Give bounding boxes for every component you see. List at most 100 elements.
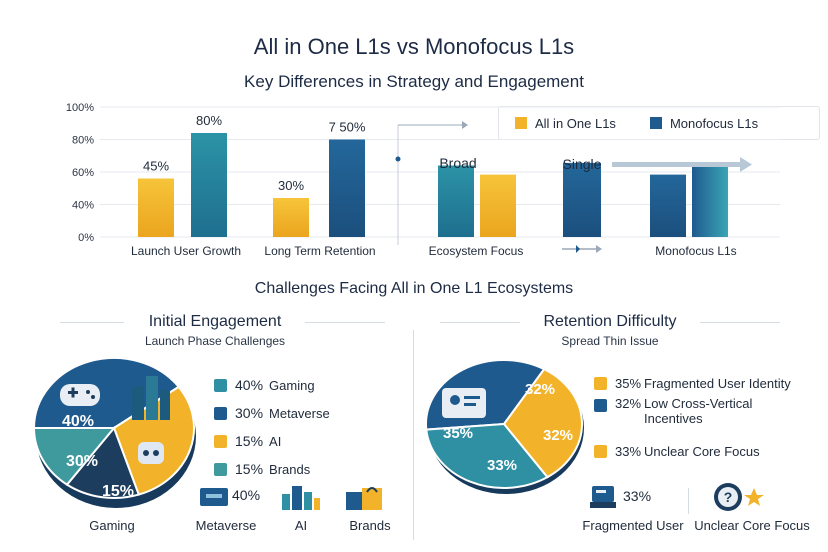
data-labels: 45% 80% 30% 7 50% Broad Single (143, 113, 602, 193)
annotation-broad: Broad (439, 155, 476, 171)
left-panel-title: Initial Engagement (148, 313, 282, 330)
legend-pct: 15% (235, 433, 264, 449)
page-title: All in One L1s vs Monofocus L1s (253, 34, 575, 59)
slice-label: 32% (525, 381, 555, 398)
pie-chart-initial: 40% 30%15% (32, 357, 196, 508)
data-label: 80% (196, 113, 222, 128)
legend-swatch (214, 378, 227, 392)
data-label: 7 50% (329, 120, 366, 135)
slice-label: 40% (62, 413, 94, 430)
slice-label: 15% (102, 483, 134, 500)
city-icon (132, 376, 170, 420)
legend-swatch (214, 462, 227, 476)
legend-pct: 15% (235, 461, 264, 477)
caption-gaming: Gaming (89, 518, 135, 533)
slice-label: 33% (487, 457, 517, 474)
id-card-icon (442, 388, 486, 418)
y-tick-label: 100% (66, 102, 94, 114)
caption-metaverse: Metaverse (195, 518, 257, 533)
question-star-icon: ? (714, 483, 764, 511)
annotation-single: Single (563, 156, 602, 172)
legend-pct: 40% (235, 377, 264, 393)
pie-slice-gaming (32, 357, 181, 429)
legend-label: Unclear Core Focus (644, 443, 760, 459)
pie-chart-retention: 35% 32% 32% 33% (425, 359, 584, 494)
y-tick-label: 40% (72, 200, 94, 212)
x-tick-label: Monofocus L1s (655, 244, 736, 258)
y-tick-label: 80% (72, 135, 94, 147)
divider (688, 488, 689, 514)
chart-legend: All in One L1s Monofocus L1s (498, 106, 820, 140)
arrow-small-head-icon (596, 245, 602, 253)
legend-item: 35% Fragmented User Identity (594, 370, 794, 396)
divider (60, 322, 124, 323)
monitor-icon (200, 488, 228, 506)
bars (138, 133, 728, 237)
arrow-long-icon (612, 162, 742, 167)
legend-pct: 32% (615, 396, 642, 411)
section-title: Challenges Facing All in One L1 Ecosyste… (254, 280, 574, 297)
legend-label: AI (269, 433, 282, 449)
bar-launch-user-growth (138, 178, 174, 237)
pie-slice-metaverse (112, 385, 195, 496)
bar-monofocus-l1s (692, 165, 728, 237)
divider (440, 322, 520, 323)
legend-label-monofocus: Monofocus L1s (669, 115, 759, 131)
arrow-small-mark-icon (576, 245, 580, 253)
legend-swatch (594, 444, 607, 458)
bar-single (563, 162, 601, 237)
pie-slices (32, 357, 195, 499)
caption-ai: AI (294, 518, 308, 533)
legend-label: Low Cross-Vertical Incentives (644, 396, 753, 426)
legend-item: 15% AI (214, 427, 404, 455)
svg-text:?: ? (724, 489, 733, 505)
x-tick-label: Long Term Retention (264, 244, 375, 258)
x-axis: Launch User Growth Long Term Retention Eco… (131, 244, 737, 258)
divider (700, 322, 780, 323)
panel-divider (413, 330, 414, 540)
legend-label: Brands (269, 461, 311, 477)
shopping-bag-icon (346, 487, 382, 510)
right-panel-subtitle: Spread Thin Issue (561, 334, 659, 348)
caption-fragmented: Fragmented User (582, 518, 684, 533)
legend-swatch (594, 376, 607, 390)
legend-swatch-monofocus (649, 117, 662, 129)
pie-slice-unclear-focus (425, 422, 549, 489)
arrow-head-icon (462, 121, 468, 129)
data-label: 45% (143, 159, 169, 174)
bar-monofocus-l1s (650, 174, 686, 237)
slice-labels: 35% 32% 32% 33% (443, 381, 573, 474)
arrow-long-head-icon (740, 157, 752, 172)
bar-ecosystem-focus (480, 174, 516, 237)
x-tick-label: Launch User Growth (131, 244, 241, 258)
bar-chart: 0% 40% 60% 80% 100% Launch User Growth Long T… (66, 102, 780, 258)
slice-label: 35% (443, 425, 473, 442)
legend-pct: 35% (615, 375, 642, 391)
legend-swatch (214, 434, 227, 448)
caption-unclear: Unclear Core Focus (694, 518, 810, 533)
x-tick-label: Ecosystem Focus (429, 244, 524, 258)
bar-long-term-retention (329, 139, 365, 237)
dot-icon (395, 156, 401, 162)
y-tick-label: 0% (78, 232, 94, 244)
metaverse-pct: 40% (232, 487, 261, 503)
chart-subtitle: Key Differences in Strategy and Engageme… (244, 72, 584, 91)
y-tick-label: 60% (72, 167, 94, 179)
divider (305, 322, 385, 323)
fragmented-pct: 33% (623, 488, 652, 504)
legend-item: 40% Gaming (214, 371, 404, 399)
legend-item: 33% Unclear Core Focus (594, 438, 794, 464)
legend-item-all-in-one: All in One L1s (515, 116, 616, 131)
bar-ecosystem-focus (438, 165, 474, 237)
caption-brands: Brands (349, 518, 391, 533)
legend-swatch (594, 399, 607, 412)
robot-icon (138, 442, 164, 464)
data-label: 30% (278, 178, 304, 193)
bar-launch-user-growth (191, 133, 227, 237)
right-panel-title: Retention Difficulty (543, 313, 677, 330)
right-legend: 35% Fragmented User Identity 32% Low Cro… (594, 370, 794, 464)
pie-slice-ai (65, 426, 141, 499)
legend-label: Fragmented User Identity (644, 375, 791, 391)
gamepad-icon (60, 384, 100, 406)
document-icon (590, 486, 616, 508)
